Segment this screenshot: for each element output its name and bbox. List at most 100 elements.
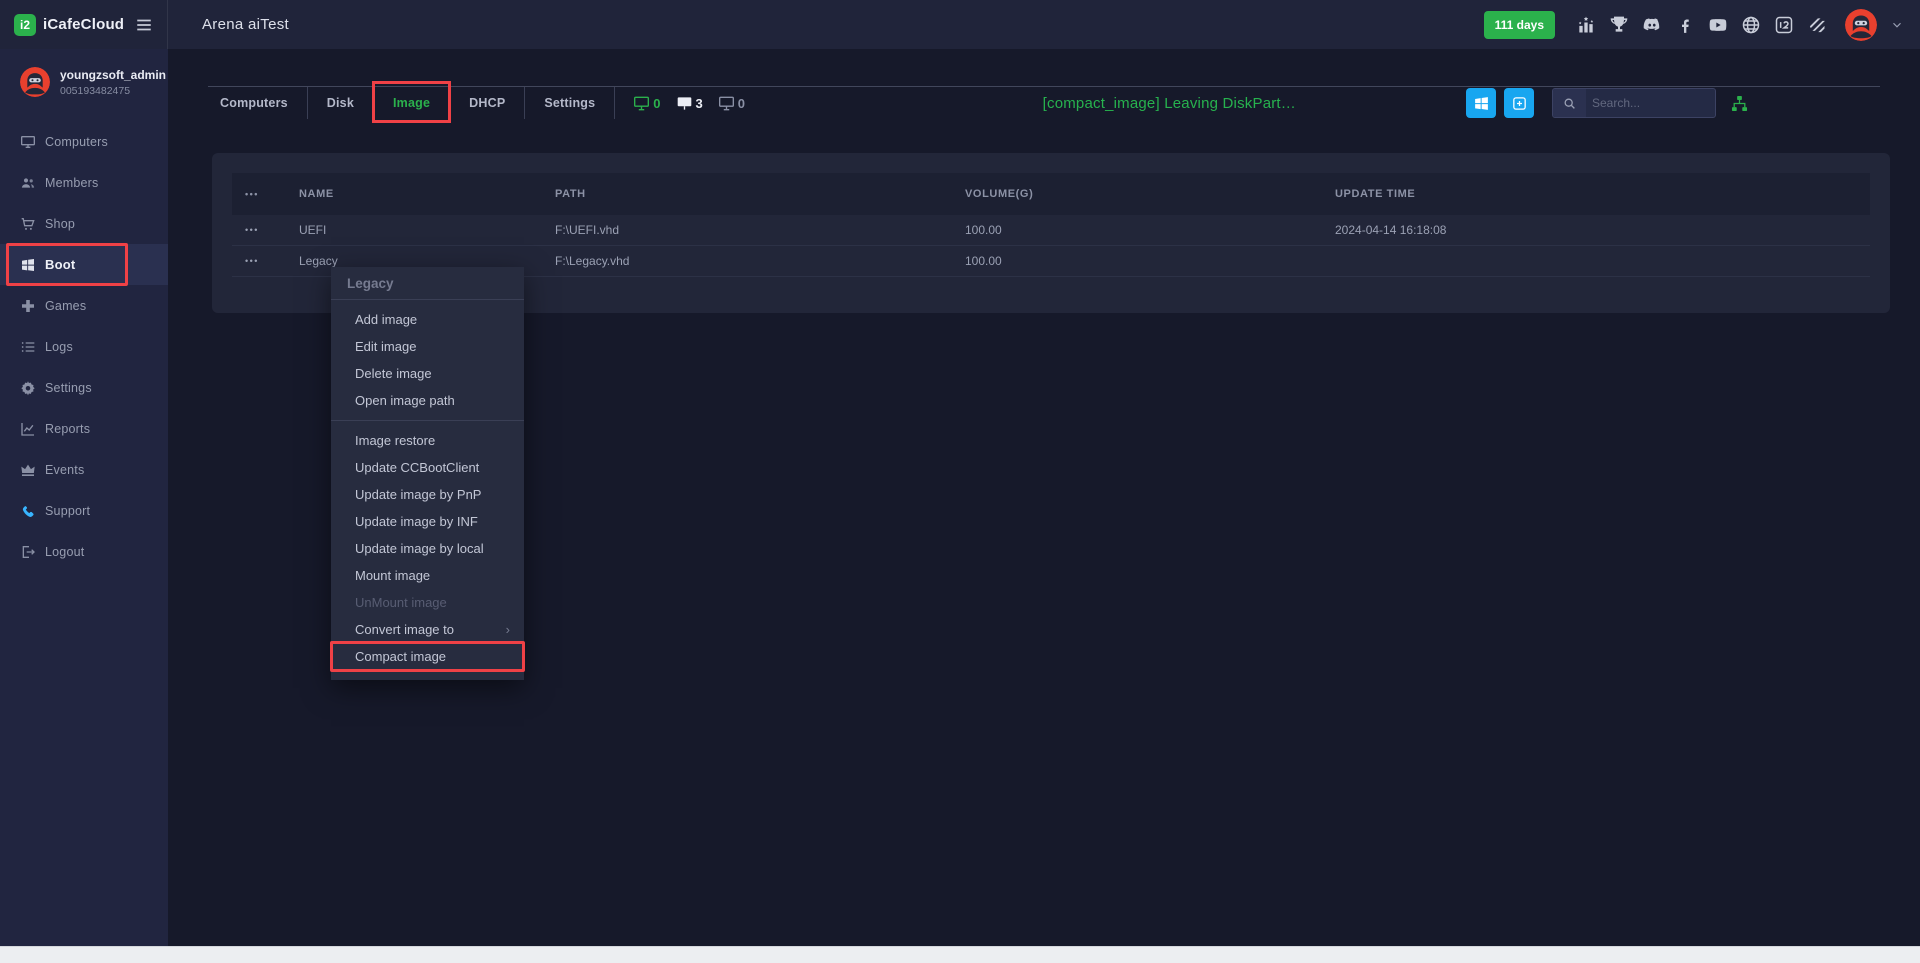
plus-icon — [1512, 96, 1526, 110]
chevron-down-icon[interactable] — [1890, 18, 1904, 32]
search-icon — [1553, 89, 1586, 117]
cell-path: F:\UEFI.vhd — [555, 223, 620, 237]
search-box — [1552, 88, 1716, 118]
cell-name: UEFI — [299, 223, 327, 237]
windows-logo-icon — [1474, 96, 1488, 110]
menu-item-add-image[interactable]: Add image — [355, 312, 418, 327]
sidebar-item-settings[interactable]: Settings — [0, 367, 168, 408]
menu-item-compact-image[interactable]: Compact image — [330, 641, 525, 672]
gear-icon — [20, 380, 36, 396]
row-menu-icon[interactable]: ••• — [245, 225, 259, 235]
ranking-icon[interactable] — [1576, 15, 1596, 35]
crown-icon — [20, 462, 36, 478]
sidebar-item-logs[interactable]: Logs — [0, 326, 168, 367]
sidebar-item-members[interactable]: Members — [0, 162, 168, 203]
menu-item-update-image-by-local[interactable]: Update image by local — [355, 541, 484, 556]
layers-icon[interactable] — [1807, 15, 1827, 35]
brand[interactable]: i2 iCafeCloud — [14, 13, 125, 36]
menu-item-mount-image[interactable]: Mount image — [355, 568, 431, 583]
sidebar-item-computers[interactable]: Computers — [0, 121, 168, 162]
members-icon — [20, 175, 36, 191]
globe-icon[interactable] — [1741, 15, 1761, 35]
list-icon — [20, 339, 36, 355]
sidebar-item-logout[interactable]: Logout — [0, 531, 168, 572]
context-menu-group: Image restore Update CCBootClient Update… — [330, 421, 525, 672]
user-profile[interactable]: youngzsoft_admin 005193482475 — [0, 63, 168, 109]
menu-item-open-image-path[interactable]: Open image path — [355, 393, 455, 408]
logout-icon — [20, 544, 36, 560]
tab-dhcp[interactable]: DHCP — [450, 87, 526, 119]
client-status-counters: 0 3 0 — [633, 96, 745, 111]
cell-volume: 100.00 — [965, 254, 1002, 268]
menu-item-edit-image[interactable]: Edit image — [355, 339, 417, 354]
toolbar: Computers Disk Image DHCP Settings 0 3 — [208, 81, 1880, 123]
search-input[interactable] — [1586, 96, 1715, 110]
sidebar-item-support[interactable]: Support — [0, 490, 168, 531]
brand-name: iCafeCloud — [43, 16, 125, 33]
menu-item-update-image-by-pnp[interactable]: Update image by PnP — [355, 487, 482, 502]
menu-item-unmount-image: UnMount image — [355, 595, 447, 610]
icafecloud-mark-icon[interactable] — [1774, 15, 1794, 35]
sidebar-nav: Computers Members Shop Boot Games Lo — [0, 121, 168, 572]
tab-disk[interactable]: Disk — [308, 87, 374, 119]
user-info: youngzsoft_admin 005193482475 — [60, 68, 166, 97]
context-menu-title: Legacy — [331, 267, 524, 300]
menu-item-update-image-by-inf[interactable]: Update image by INF — [355, 514, 478, 529]
horizontal-scrollbar[interactable] — [0, 946, 1920, 963]
computer-icon — [20, 134, 36, 150]
context-menu: Legacy Add image Edit image Delete image… — [330, 267, 525, 680]
sidebar-item-boot[interactable]: Boot — [0, 243, 168, 286]
add-button[interactable] — [1504, 88, 1534, 118]
table-header-row: ••• NAME PATH VOLUME(G) UPDATE TIME — [232, 173, 1870, 215]
tab-image[interactable]: Image — [372, 81, 452, 123]
sidebar-item-shop[interactable]: Shop — [0, 203, 168, 244]
menu-item-update-ccbootclient[interactable]: Update CCBootClient — [355, 460, 480, 475]
hamburger-menu-icon[interactable] — [135, 16, 153, 34]
cell-name: Legacy — [299, 254, 338, 268]
windows-icon — [20, 257, 36, 273]
windows-boot-button[interactable] — [1466, 88, 1496, 118]
phone-icon — [20, 503, 36, 519]
topbar-brand-section: i2 iCafeCloud — [0, 0, 168, 49]
table-header-menu-icon[interactable]: ••• — [245, 189, 259, 199]
tab-settings[interactable]: Settings — [525, 87, 616, 119]
column-header-volume: VOLUME(G) — [965, 188, 1034, 200]
gamepad-icon — [20, 298, 36, 314]
monitor-offline-counter[interactable]: 0 — [718, 96, 745, 111]
sidebar: youngzsoft_admin 005193482475 Computers … — [0, 49, 168, 946]
discord-icon[interactable] — [1642, 15, 1662, 35]
column-header-name: NAME — [299, 188, 334, 200]
user-id: 005193482475 — [60, 84, 131, 97]
toolbar-actions — [1466, 88, 1749, 118]
days-remaining-button[interactable]: 111 days — [1483, 10, 1555, 39]
menu-item-image-restore[interactable]: Image restore — [355, 433, 436, 448]
sidebar-item-reports[interactable]: Reports — [0, 408, 168, 449]
topbar-actions: 111 days — [1483, 8, 1920, 41]
youtube-icon[interactable] — [1708, 15, 1728, 35]
trophy-icon[interactable] — [1609, 15, 1629, 35]
cart-icon — [20, 216, 36, 232]
image-table-card: ••• NAME PATH VOLUME(G) UPDATE TIME ••• … — [212, 153, 1890, 313]
column-header-path: PATH — [555, 188, 586, 200]
menu-divider — [331, 420, 524, 421]
submenu-arrow-icon: › — [505, 622, 510, 637]
facebook-icon[interactable] — [1675, 15, 1695, 35]
tab-computers[interactable]: Computers — [208, 87, 308, 119]
menu-item-convert-image-to[interactable]: Convert image to › — [331, 616, 524, 643]
avatar[interactable] — [1845, 8, 1877, 41]
sidebar-item-games[interactable]: Games — [0, 285, 168, 326]
chart-icon — [20, 421, 36, 437]
status-message: [compact_image] Leaving DiskPart… — [1042, 94, 1296, 112]
cell-volume: 100.00 — [965, 223, 1002, 237]
table-row[interactable]: ••• UEFI F:\UEFI.vhd 100.00 2024-04-14 1… — [232, 215, 1870, 246]
table-row[interactable]: ••• Legacy F:\Legacy.vhd 100.00 — [232, 246, 1870, 277]
monitor-total-counter[interactable]: 3 — [676, 96, 703, 111]
menu-item-delete-image[interactable]: Delete image — [355, 366, 432, 381]
column-header-update-time: UPDATE TIME — [1335, 188, 1416, 200]
icafecloud-logo-icon: i2 — [14, 13, 36, 36]
monitor-online-counter[interactable]: 0 — [633, 96, 661, 111]
row-menu-icon[interactable]: ••• — [245, 256, 259, 266]
sidebar-item-events[interactable]: Events — [0, 449, 168, 490]
topbar: i2 iCafeCloud Arena aiTest 111 days — [0, 0, 1920, 49]
sitemap-icon[interactable] — [1730, 94, 1749, 113]
